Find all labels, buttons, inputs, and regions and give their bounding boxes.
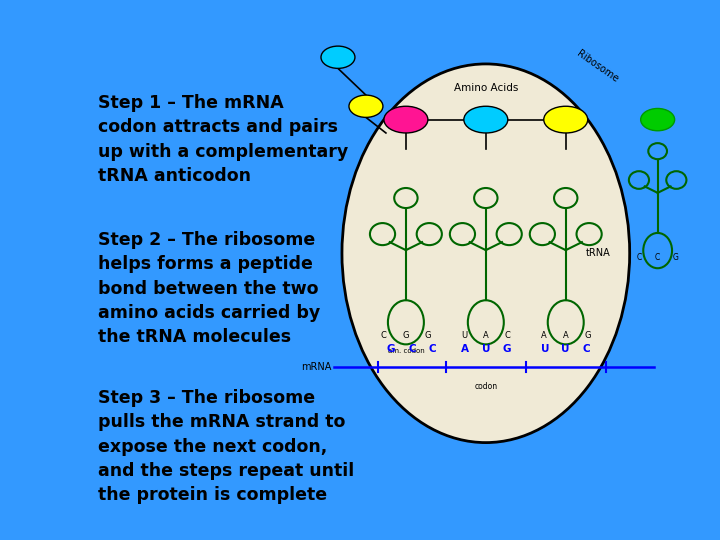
Text: Step 3 – The ribosome
pulls the mRNA strand to
expose the next codon,
and the st: Step 3 – The ribosome pulls the mRNA str… (99, 389, 355, 504)
Text: am. codon: am. codon (387, 348, 424, 354)
Ellipse shape (384, 106, 428, 133)
Ellipse shape (349, 95, 383, 117)
Text: C: C (582, 344, 590, 354)
Text: mRNA: mRNA (301, 362, 331, 372)
Ellipse shape (641, 109, 675, 131)
Text: Ribosome: Ribosome (575, 48, 621, 84)
Text: Step 1 – The mRNA
codon attracts and pairs
up with a complementary
tRNA anticodo: Step 1 – The mRNA codon attracts and pai… (99, 94, 348, 185)
Text: G: G (672, 253, 678, 262)
Text: C: C (637, 253, 642, 262)
Text: C: C (381, 331, 387, 340)
Text: Amino Acids: Amino Acids (454, 83, 518, 93)
Ellipse shape (321, 46, 355, 69)
Text: A: A (541, 331, 546, 340)
Text: G: G (585, 331, 591, 340)
Text: C: C (655, 253, 660, 262)
Text: A: A (461, 344, 469, 354)
Text: G: G (387, 344, 395, 354)
Ellipse shape (544, 106, 588, 133)
Text: C: C (408, 344, 415, 354)
Text: U: U (461, 331, 467, 340)
Text: U: U (562, 344, 570, 354)
Text: G: G (425, 331, 431, 340)
Text: codon: codon (474, 382, 498, 392)
Text: Step 2 – The ribosome
helps forms a peptide
bond between the two
amino acids car: Step 2 – The ribosome helps forms a pept… (99, 231, 320, 346)
Text: C: C (429, 344, 436, 354)
Text: U: U (482, 344, 490, 354)
Text: G: G (402, 331, 409, 340)
Text: A: A (483, 331, 489, 340)
Text: A: A (563, 331, 569, 340)
Text: G: G (503, 344, 511, 354)
Text: U: U (541, 344, 549, 354)
Ellipse shape (342, 64, 630, 443)
Text: tRNA: tRNA (585, 248, 610, 258)
Ellipse shape (464, 106, 508, 133)
Text: C: C (505, 331, 510, 340)
